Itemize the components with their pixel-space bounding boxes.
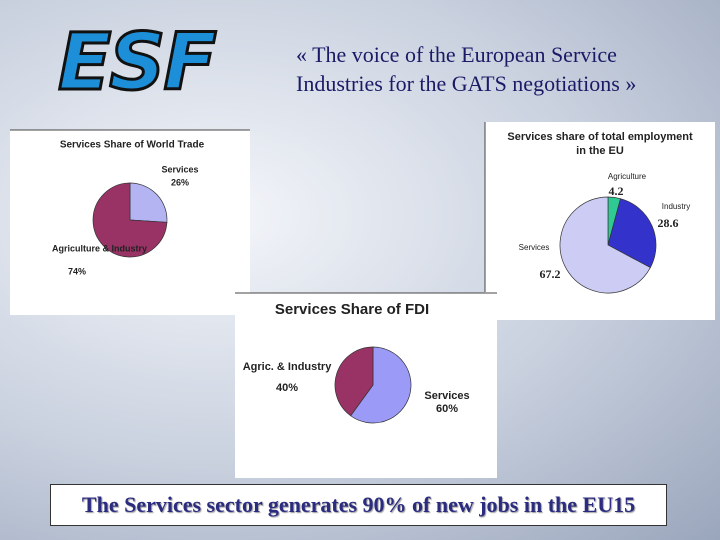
header-text: « The voice of the European Service Indu… bbox=[296, 42, 637, 96]
slice-label: Services bbox=[519, 243, 550, 252]
chart-title: Services Share of FDI bbox=[275, 301, 429, 318]
slice-label: Industry bbox=[662, 202, 690, 211]
value-label: 4.2 bbox=[609, 184, 624, 198]
logo: ESF bbox=[57, 17, 219, 110]
chart-title: Services Share of World Trade bbox=[60, 140, 205, 151]
pie-slice bbox=[92, 182, 168, 258]
value-label: 40% bbox=[276, 382, 298, 394]
pie-slice bbox=[129, 182, 168, 223]
slice-label: Services bbox=[424, 390, 469, 402]
value-label: 26% bbox=[171, 177, 189, 187]
value-label: 74% bbox=[68, 266, 86, 276]
pie-slice bbox=[559, 196, 651, 294]
pie-slice bbox=[607, 198, 657, 269]
pie-slice bbox=[334, 346, 374, 417]
slice-label: Agriculture bbox=[608, 172, 647, 181]
slice-label: Agric. & Industry bbox=[243, 361, 333, 373]
value-label: 60% bbox=[436, 403, 458, 415]
value-label: 28.6 bbox=[658, 216, 679, 230]
value-label: 67.2 bbox=[540, 267, 561, 281]
footer-text: The Services sector generates 90% of new… bbox=[50, 484, 667, 526]
pie-slice bbox=[350, 346, 412, 424]
chart-title: Services share of total employment in the… bbox=[507, 131, 693, 157]
slice-label: Agriculture & Industry bbox=[52, 243, 147, 253]
slice-label: Services bbox=[161, 164, 198, 174]
